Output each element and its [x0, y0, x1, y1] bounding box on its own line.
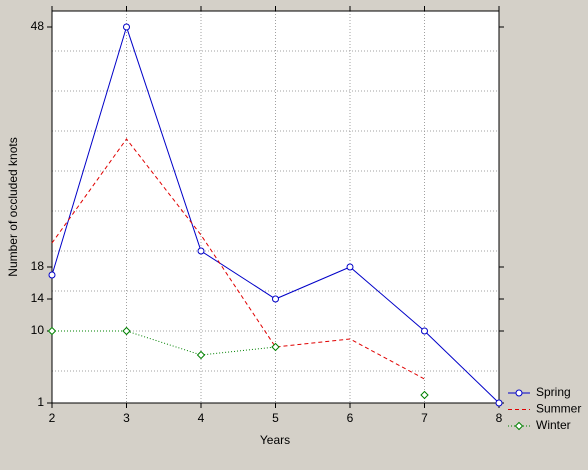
y-tick-label: 18 [31, 259, 45, 273]
y-tick-label: 1 [37, 395, 44, 409]
x-tick-label: 6 [347, 411, 354, 425]
point [123, 23, 130, 31]
point [196, 350, 206, 360]
point [421, 327, 428, 335]
point [48, 271, 56, 279]
point [420, 390, 429, 400]
point [197, 247, 205, 255]
point [495, 399, 503, 407]
y-tick-label: 10 [31, 323, 45, 337]
x-tick-label: 8 [496, 411, 503, 425]
point [47, 326, 57, 336]
y-axis-label: Number of occluded knots [6, 137, 20, 276]
x-tick-label: 3 [123, 411, 130, 425]
point [272, 295, 279, 303]
legend-label: Spring [536, 385, 571, 399]
x-tick-label: 5 [272, 411, 279, 425]
point [346, 263, 354, 271]
plot-frame [51, 10, 500, 404]
x-tick-label: 7 [421, 411, 428, 425]
point [271, 342, 280, 352]
x-tick-label: 4 [198, 411, 205, 425]
legend-marker [514, 421, 524, 431]
legend-marker [515, 389, 523, 397]
x-tick-label: 2 [49, 411, 56, 425]
y-tick-label: 48 [31, 19, 45, 33]
series-line [51, 138, 425, 380]
y-tick-label: 14 [31, 291, 45, 305]
point [122, 326, 131, 336]
legend-label: Summer [536, 402, 581, 416]
x-axis-label: Years [260, 433, 290, 447]
legend-label: Winter [536, 418, 571, 432]
